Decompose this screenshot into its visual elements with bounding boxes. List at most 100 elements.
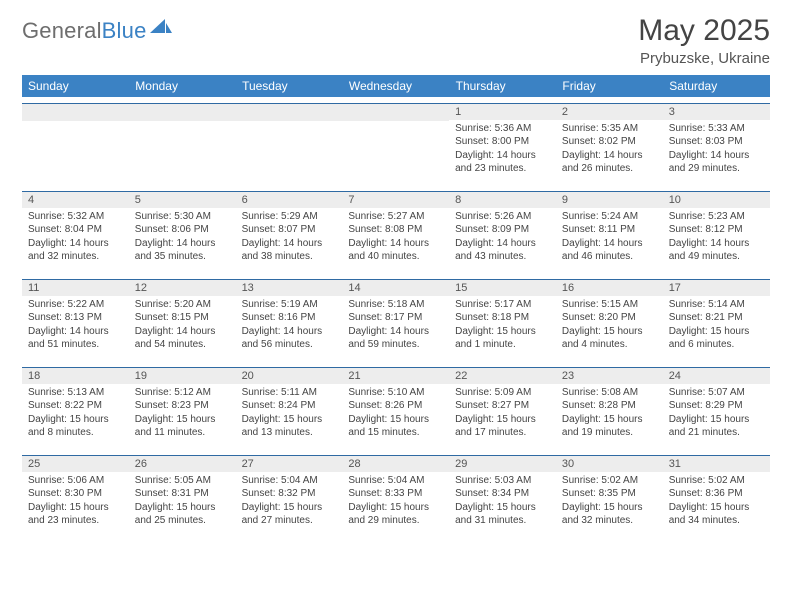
day-details: Sunrise: 5:05 AMSunset: 8:31 PMDaylight:… [129,472,236,532]
calendar-day-cell [129,103,236,191]
calendar-day-cell [342,103,449,191]
calendar-day-cell: 4Sunrise: 5:32 AMSunset: 8:04 PMDaylight… [22,191,129,279]
day-details: Sunrise: 5:08 AMSunset: 8:28 PMDaylight:… [556,384,663,444]
brand-part2: Blue [102,18,147,43]
calendar-day-cell: 10Sunrise: 5:23 AMSunset: 8:12 PMDayligh… [663,191,770,279]
day-number: 22 [449,368,556,384]
weekday-header: Friday [556,75,663,97]
day-details: Sunrise: 5:11 AMSunset: 8:24 PMDaylight:… [236,384,343,444]
day-details: Sunrise: 5:18 AMSunset: 8:17 PMDaylight:… [342,296,449,356]
day-number: 26 [129,456,236,472]
day-number: 14 [342,280,449,296]
day-details: Sunrise: 5:27 AMSunset: 8:08 PMDaylight:… [342,208,449,268]
calendar-day-cell: 27Sunrise: 5:04 AMSunset: 8:32 PMDayligh… [236,455,343,543]
day-number: 7 [342,192,449,208]
calendar-page: GeneralBlue May 2025 Prybuzske, Ukraine … [0,0,792,557]
day-details: Sunrise: 5:03 AMSunset: 8:34 PMDaylight:… [449,472,556,532]
calendar-day-cell: 8Sunrise: 5:26 AMSunset: 8:09 PMDaylight… [449,191,556,279]
day-number: 31 [663,456,770,472]
day-details: Sunrise: 5:35 AMSunset: 8:02 PMDaylight:… [556,120,663,180]
calendar-day-cell: 28Sunrise: 5:04 AMSunset: 8:33 PMDayligh… [342,455,449,543]
calendar-week: 4Sunrise: 5:32 AMSunset: 8:04 PMDaylight… [22,191,770,279]
day-details: Sunrise: 5:10 AMSunset: 8:26 PMDaylight:… [342,384,449,444]
calendar-day-cell: 2Sunrise: 5:35 AMSunset: 8:02 PMDaylight… [556,103,663,191]
calendar-day-cell: 12Sunrise: 5:20 AMSunset: 8:15 PMDayligh… [129,279,236,367]
day-details: Sunrise: 5:04 AMSunset: 8:33 PMDaylight:… [342,472,449,532]
calendar-table: SundayMondayTuesdayWednesdayThursdayFrid… [22,75,770,543]
day-number: 12 [129,280,236,296]
calendar-week: 25Sunrise: 5:06 AMSunset: 8:30 PMDayligh… [22,455,770,543]
day-number: 25 [22,456,129,472]
day-number: 29 [449,456,556,472]
calendar-day-cell: 7Sunrise: 5:27 AMSunset: 8:08 PMDaylight… [342,191,449,279]
day-details: Sunrise: 5:33 AMSunset: 8:03 PMDaylight:… [663,120,770,180]
day-details: Sunrise: 5:12 AMSunset: 8:23 PMDaylight:… [129,384,236,444]
day-number: 27 [236,456,343,472]
day-number: 4 [22,192,129,208]
day-details: Sunrise: 5:29 AMSunset: 8:07 PMDaylight:… [236,208,343,268]
calendar-day-cell: 11Sunrise: 5:22 AMSunset: 8:13 PMDayligh… [22,279,129,367]
calendar-day-cell: 24Sunrise: 5:07 AMSunset: 8:29 PMDayligh… [663,367,770,455]
day-details: Sunrise: 5:26 AMSunset: 8:09 PMDaylight:… [449,208,556,268]
calendar-day-cell: 3Sunrise: 5:33 AMSunset: 8:03 PMDaylight… [663,103,770,191]
calendar-day-cell: 21Sunrise: 5:10 AMSunset: 8:26 PMDayligh… [342,367,449,455]
calendar-day-cell: 17Sunrise: 5:14 AMSunset: 8:21 PMDayligh… [663,279,770,367]
calendar-week: 11Sunrise: 5:22 AMSunset: 8:13 PMDayligh… [22,279,770,367]
calendar-day-cell: 29Sunrise: 5:03 AMSunset: 8:34 PMDayligh… [449,455,556,543]
day-details: Sunrise: 5:02 AMSunset: 8:36 PMDaylight:… [663,472,770,532]
day-details: Sunrise: 5:36 AMSunset: 8:00 PMDaylight:… [449,120,556,180]
day-details: Sunrise: 5:13 AMSunset: 8:22 PMDaylight:… [22,384,129,444]
brand-sail-icon [150,19,172,37]
calendar-day-cell: 30Sunrise: 5:02 AMSunset: 8:35 PMDayligh… [556,455,663,543]
day-number: 9 [556,192,663,208]
day-number: 13 [236,280,343,296]
day-details: Sunrise: 5:06 AMSunset: 8:30 PMDaylight:… [22,472,129,532]
day-details: Sunrise: 5:20 AMSunset: 8:15 PMDaylight:… [129,296,236,356]
location-label: Prybuzske, Ukraine [638,50,770,67]
brand-text: GeneralBlue [22,18,147,44]
calendar-day-cell: 9Sunrise: 5:24 AMSunset: 8:11 PMDaylight… [556,191,663,279]
calendar-day-cell: 26Sunrise: 5:05 AMSunset: 8:31 PMDayligh… [129,455,236,543]
calendar-day-cell: 22Sunrise: 5:09 AMSunset: 8:27 PMDayligh… [449,367,556,455]
calendar-day-cell: 23Sunrise: 5:08 AMSunset: 8:28 PMDayligh… [556,367,663,455]
day-number: 20 [236,368,343,384]
day-number: 16 [556,280,663,296]
day-number: 30 [556,456,663,472]
day-details: Sunrise: 5:17 AMSunset: 8:18 PMDaylight:… [449,296,556,356]
day-details: Sunrise: 5:22 AMSunset: 8:13 PMDaylight:… [22,296,129,356]
weekday-header: Monday [129,75,236,97]
calendar-day-cell [22,103,129,191]
brand-part1: General [22,18,102,43]
weekday-header-row: SundayMondayTuesdayWednesdayThursdayFrid… [22,75,770,97]
day-details: Sunrise: 5:23 AMSunset: 8:12 PMDaylight:… [663,208,770,268]
calendar-week: 1Sunrise: 5:36 AMSunset: 8:00 PMDaylight… [22,103,770,191]
month-title: May 2025 [638,14,770,48]
day-details: Sunrise: 5:32 AMSunset: 8:04 PMDaylight:… [22,208,129,268]
calendar-day-cell: 20Sunrise: 5:11 AMSunset: 8:24 PMDayligh… [236,367,343,455]
calendar-day-cell: 31Sunrise: 5:02 AMSunset: 8:36 PMDayligh… [663,455,770,543]
weekday-header: Sunday [22,75,129,97]
day-number: 11 [22,280,129,296]
weekday-header: Thursday [449,75,556,97]
day-number: 24 [663,368,770,384]
day-details: Sunrise: 5:14 AMSunset: 8:21 PMDaylight:… [663,296,770,356]
calendar-day-cell: 25Sunrise: 5:06 AMSunset: 8:30 PMDayligh… [22,455,129,543]
calendar-day-cell: 1Sunrise: 5:36 AMSunset: 8:00 PMDaylight… [449,103,556,191]
calendar-day-cell: 13Sunrise: 5:19 AMSunset: 8:16 PMDayligh… [236,279,343,367]
day-number: 6 [236,192,343,208]
calendar-day-cell: 16Sunrise: 5:15 AMSunset: 8:20 PMDayligh… [556,279,663,367]
day-details: Sunrise: 5:30 AMSunset: 8:06 PMDaylight:… [129,208,236,268]
day-number: 21 [342,368,449,384]
calendar-day-cell: 14Sunrise: 5:18 AMSunset: 8:17 PMDayligh… [342,279,449,367]
day-details: Sunrise: 5:02 AMSunset: 8:35 PMDaylight:… [556,472,663,532]
day-number: 10 [663,192,770,208]
day-number: 8 [449,192,556,208]
day-number: 19 [129,368,236,384]
day-number: 17 [663,280,770,296]
day-number: 28 [342,456,449,472]
calendar-day-cell: 6Sunrise: 5:29 AMSunset: 8:07 PMDaylight… [236,191,343,279]
calendar-day-cell [236,103,343,191]
day-number: 3 [663,104,770,120]
day-details: Sunrise: 5:04 AMSunset: 8:32 PMDaylight:… [236,472,343,532]
weekday-header: Wednesday [342,75,449,97]
